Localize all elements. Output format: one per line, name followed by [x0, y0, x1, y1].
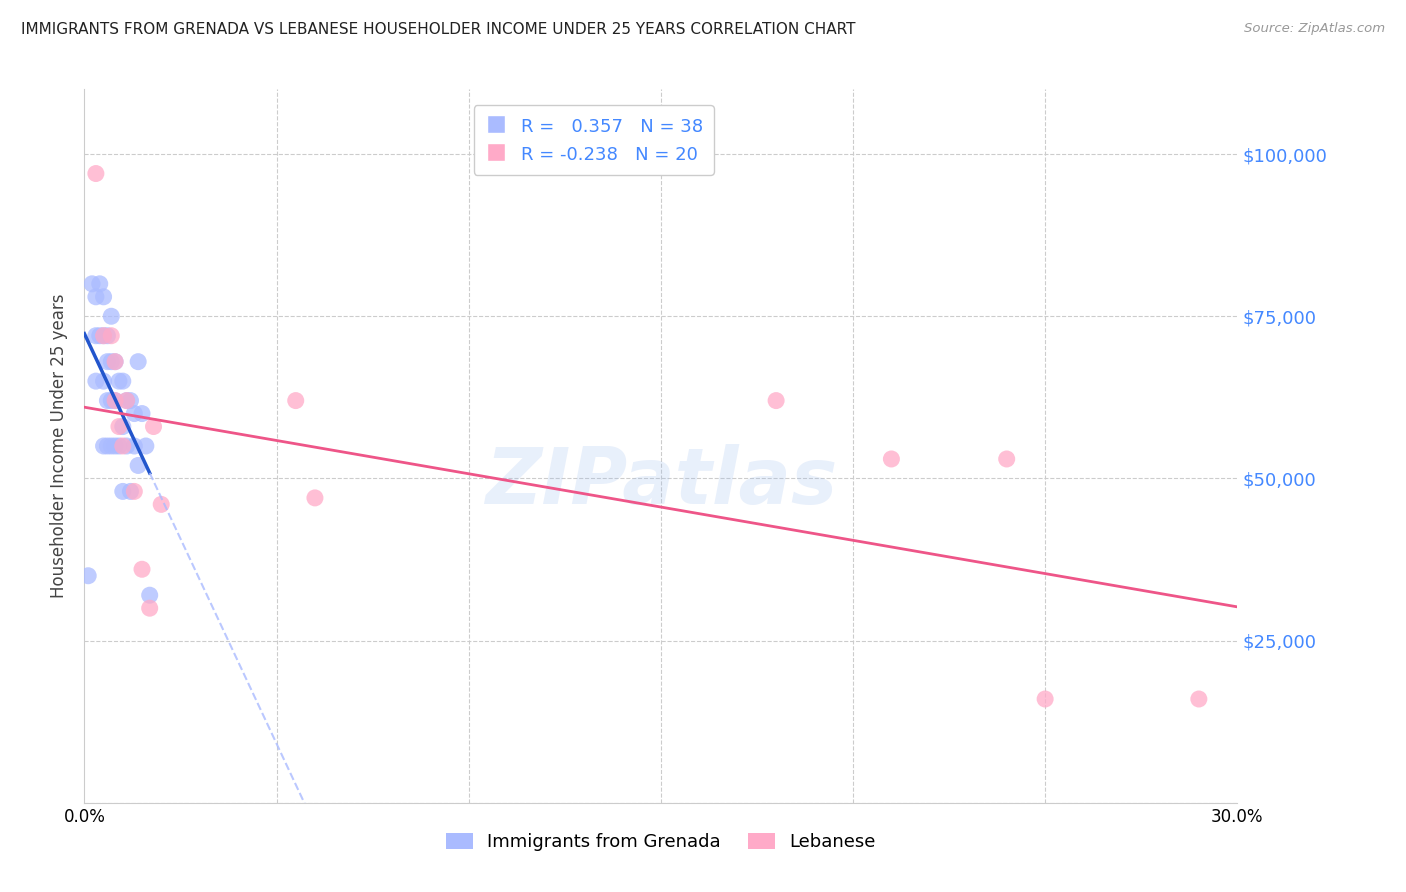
Point: [115, 393, 138, 408]
Point: [111, 419, 134, 434]
Point: [131, 562, 153, 576]
Text: ZIPatlas: ZIPatlas: [485, 443, 837, 520]
Point: [1188, 692, 1211, 706]
Point: [115, 393, 138, 408]
Point: [80, 277, 103, 291]
Point: [84, 167, 107, 181]
Point: [84, 290, 107, 304]
Point: [880, 452, 903, 467]
Text: IMMIGRANTS FROM GRENADA VS LEBANESE HOUSEHOLDER INCOME UNDER 25 YEARS CORRELATIO: IMMIGRANTS FROM GRENADA VS LEBANESE HOUS…: [21, 22, 856, 37]
Point: [120, 484, 142, 499]
Point: [93, 290, 115, 304]
Point: [124, 407, 146, 421]
Point: [138, 601, 160, 615]
Point: [93, 328, 115, 343]
Point: [96, 439, 118, 453]
Legend: Immigrants from Grenada, Lebanese: Immigrants from Grenada, Lebanese: [439, 825, 883, 858]
Point: [84, 374, 107, 388]
Text: Source: ZipAtlas.com: Source: ZipAtlas.com: [1244, 22, 1385, 36]
Point: [135, 439, 157, 453]
Point: [89, 328, 111, 343]
Point: [995, 452, 1018, 467]
Point: [111, 484, 134, 499]
Point: [124, 484, 146, 499]
Point: [111, 374, 134, 388]
Point: [96, 354, 118, 368]
Point: [89, 277, 111, 291]
Point: [93, 439, 115, 453]
Point: [104, 439, 127, 453]
Point: [304, 491, 326, 505]
Point: [115, 439, 138, 453]
Point: [84, 328, 107, 343]
Point: [138, 588, 160, 602]
Point: [120, 393, 142, 408]
Point: [93, 374, 115, 388]
Point: [100, 439, 122, 453]
Point: [96, 328, 118, 343]
Point: [104, 393, 127, 408]
Point: [111, 439, 134, 453]
Point: [100, 328, 122, 343]
Point: [150, 497, 173, 511]
Point: [104, 354, 127, 368]
Point: [108, 439, 131, 453]
Point: [124, 439, 146, 453]
Point: [284, 393, 307, 408]
Point: [765, 393, 787, 408]
Point: [127, 458, 149, 473]
Y-axis label: Householder Income Under 25 years: Householder Income Under 25 years: [51, 293, 69, 599]
Point: [77, 568, 100, 582]
Point: [131, 407, 153, 421]
Point: [127, 354, 149, 368]
Point: [100, 354, 122, 368]
Point: [142, 419, 165, 434]
Point: [104, 393, 127, 408]
Point: [100, 393, 122, 408]
Point: [1033, 692, 1056, 706]
Point: [108, 419, 131, 434]
Point: [100, 310, 122, 324]
Point: [104, 354, 127, 368]
Point: [93, 328, 115, 343]
Point: [108, 374, 131, 388]
Point: [96, 393, 118, 408]
